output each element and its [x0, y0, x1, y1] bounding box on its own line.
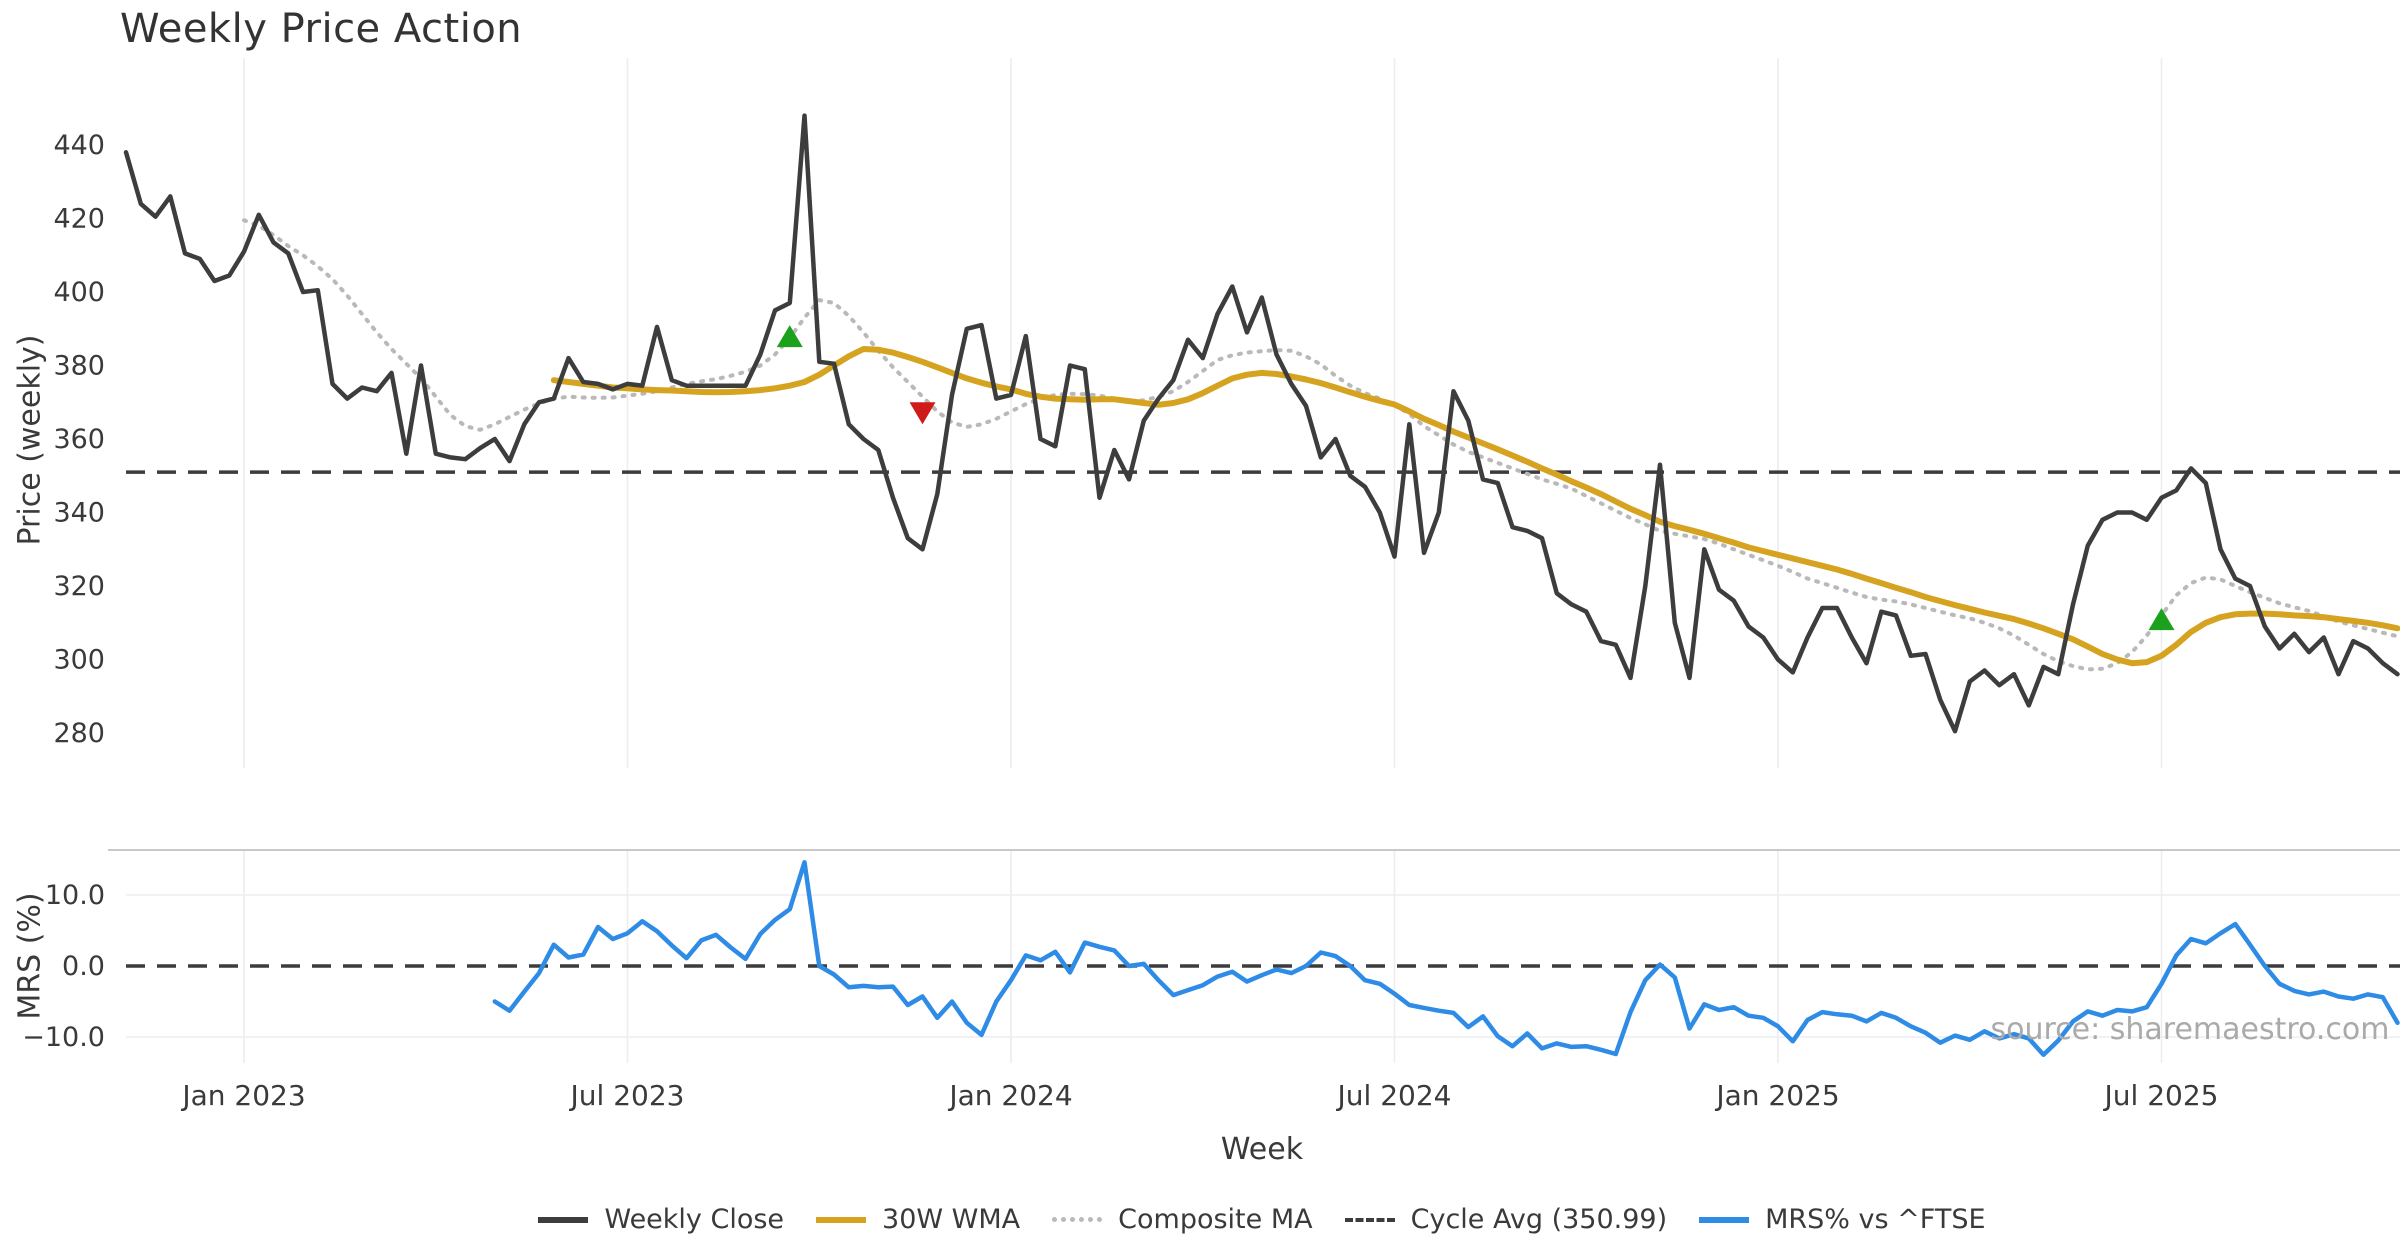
- x-tick-label: Jan 2024: [947, 1079, 1072, 1112]
- mrs-line-sample-icon: [1699, 1216, 1750, 1223]
- main-y-tick-label: 320: [53, 571, 105, 602]
- main-y-tick-label: 340: [53, 498, 105, 529]
- lower-y-tick-label: 10.0: [45, 880, 105, 911]
- weekly-close-line: [123, 113, 2400, 734]
- legend-label: 30W WMA: [882, 1204, 1021, 1235]
- legend-item-30w-wma: 30W WMA: [816, 1204, 1020, 1235]
- x-tick-label: Jul 2025: [2103, 1079, 2219, 1112]
- lower-y-tick-label: 0.0: [62, 951, 105, 982]
- legend-label: Cycle Avg (350.99): [1410, 1204, 1668, 1235]
- x-tick-label: Jan 2025: [1714, 1079, 1839, 1112]
- signal-markers: [776, 325, 2175, 631]
- wma-30w-line: [550, 346, 2400, 667]
- source-watermark: source: sharemaestro.com: [1990, 1012, 2390, 1047]
- wma-line-sample-icon: [816, 1216, 867, 1223]
- legend: Weekly Close 30W WMA Composite MA Cycle …: [124, 1204, 2400, 1235]
- legend-label: Composite MA: [1118, 1204, 1313, 1235]
- x-tick-label: Jul 2024: [1336, 1079, 1452, 1112]
- mrs-line: [492, 860, 2400, 1058]
- legend-label: Weekly Close: [604, 1204, 785, 1235]
- lower-y-tick-label: −10.0: [22, 1022, 105, 1053]
- main-y-tick-label: 380: [53, 351, 105, 382]
- sell-signal-marker-icon: [909, 402, 936, 425]
- main-y-tick-label: 360: [53, 424, 105, 455]
- main-y-tick-label: 280: [53, 718, 105, 749]
- composite-ma-line-sample-icon: [1052, 1217, 1103, 1222]
- main-y-tick-label: 400: [53, 277, 105, 308]
- gridlines: [126, 58, 2400, 1063]
- tick-labels: Jan 2023 Jul 2023 Jan 2024 Jul 2024 Jan 2025…: [22, 130, 2218, 1112]
- legend-item-mrs: MRS% vs ^FTSE: [1699, 1204, 1986, 1235]
- legend-item-weekly-close: Weekly Close: [538, 1204, 784, 1235]
- composite-ma-line: [242, 218, 2400, 672]
- legend-label: MRS% vs ^FTSE: [1765, 1204, 1986, 1235]
- x-tick-label: Jan 2023: [180, 1079, 305, 1112]
- buy-signal-marker-icon: [776, 325, 803, 348]
- chart-title: Weekly Price Action: [120, 6, 523, 52]
- main-y-tick-label: 300: [53, 645, 105, 676]
- lower-y-axis-label: MRS (%): [12, 892, 48, 1020]
- main-y-tick-label: 440: [53, 130, 105, 161]
- legend-item-cycle-avg: Cycle Avg (350.99): [1344, 1204, 1668, 1235]
- x-axis-label: Week: [1220, 1132, 1304, 1167]
- cycle-avg-line-sample-icon: [1344, 1217, 1395, 1222]
- main-y-tick-label: 420: [53, 204, 105, 235]
- main-y-axis-label: Price (weekly): [12, 334, 48, 546]
- buy-signal-marker-icon: [2148, 608, 2175, 631]
- weekly-close-line-sample-icon: [538, 1216, 589, 1223]
- legend-item-composite-ma: Composite MA: [1052, 1204, 1313, 1235]
- x-tick-label: Jul 2023: [569, 1079, 685, 1112]
